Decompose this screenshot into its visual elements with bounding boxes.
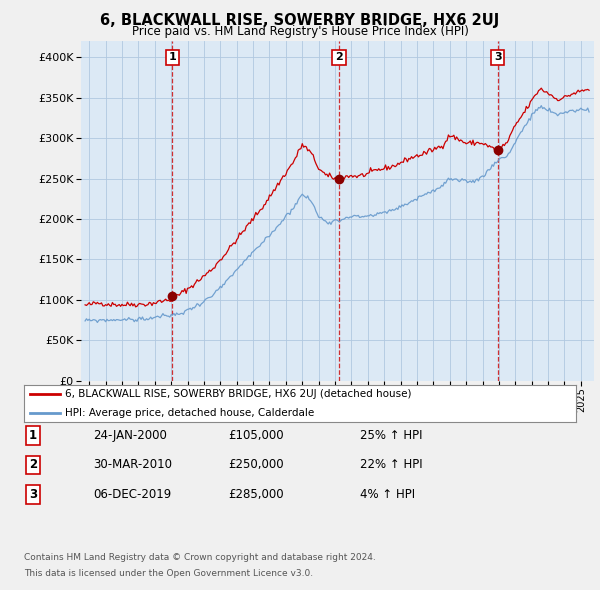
Text: £105,000: £105,000 xyxy=(228,429,284,442)
Text: 06-DEC-2019: 06-DEC-2019 xyxy=(93,488,171,501)
Text: 22% ↑ HPI: 22% ↑ HPI xyxy=(360,458,422,471)
Text: 1: 1 xyxy=(29,429,37,442)
Text: 24-JAN-2000: 24-JAN-2000 xyxy=(93,429,167,442)
Text: This data is licensed under the Open Government Licence v3.0.: This data is licensed under the Open Gov… xyxy=(24,569,313,578)
Text: 4% ↑ HPI: 4% ↑ HPI xyxy=(360,488,415,501)
Text: 30-MAR-2010: 30-MAR-2010 xyxy=(93,458,172,471)
Text: 3: 3 xyxy=(29,488,37,501)
Text: £285,000: £285,000 xyxy=(228,488,284,501)
Text: 3: 3 xyxy=(494,53,502,63)
Text: 6, BLACKWALL RISE, SOWERBY BRIDGE, HX6 2UJ: 6, BLACKWALL RISE, SOWERBY BRIDGE, HX6 2… xyxy=(100,13,500,28)
Text: Price paid vs. HM Land Registry's House Price Index (HPI): Price paid vs. HM Land Registry's House … xyxy=(131,25,469,38)
Text: Contains HM Land Registry data © Crown copyright and database right 2024.: Contains HM Land Registry data © Crown c… xyxy=(24,553,376,562)
Text: 1: 1 xyxy=(169,53,176,63)
Text: 6, BLACKWALL RISE, SOWERBY BRIDGE, HX6 2UJ (detached house): 6, BLACKWALL RISE, SOWERBY BRIDGE, HX6 2… xyxy=(65,389,412,399)
Text: 25% ↑ HPI: 25% ↑ HPI xyxy=(360,429,422,442)
Text: HPI: Average price, detached house, Calderdale: HPI: Average price, detached house, Cald… xyxy=(65,408,314,418)
Text: 2: 2 xyxy=(335,53,343,63)
Text: 2: 2 xyxy=(29,458,37,471)
Text: £250,000: £250,000 xyxy=(228,458,284,471)
